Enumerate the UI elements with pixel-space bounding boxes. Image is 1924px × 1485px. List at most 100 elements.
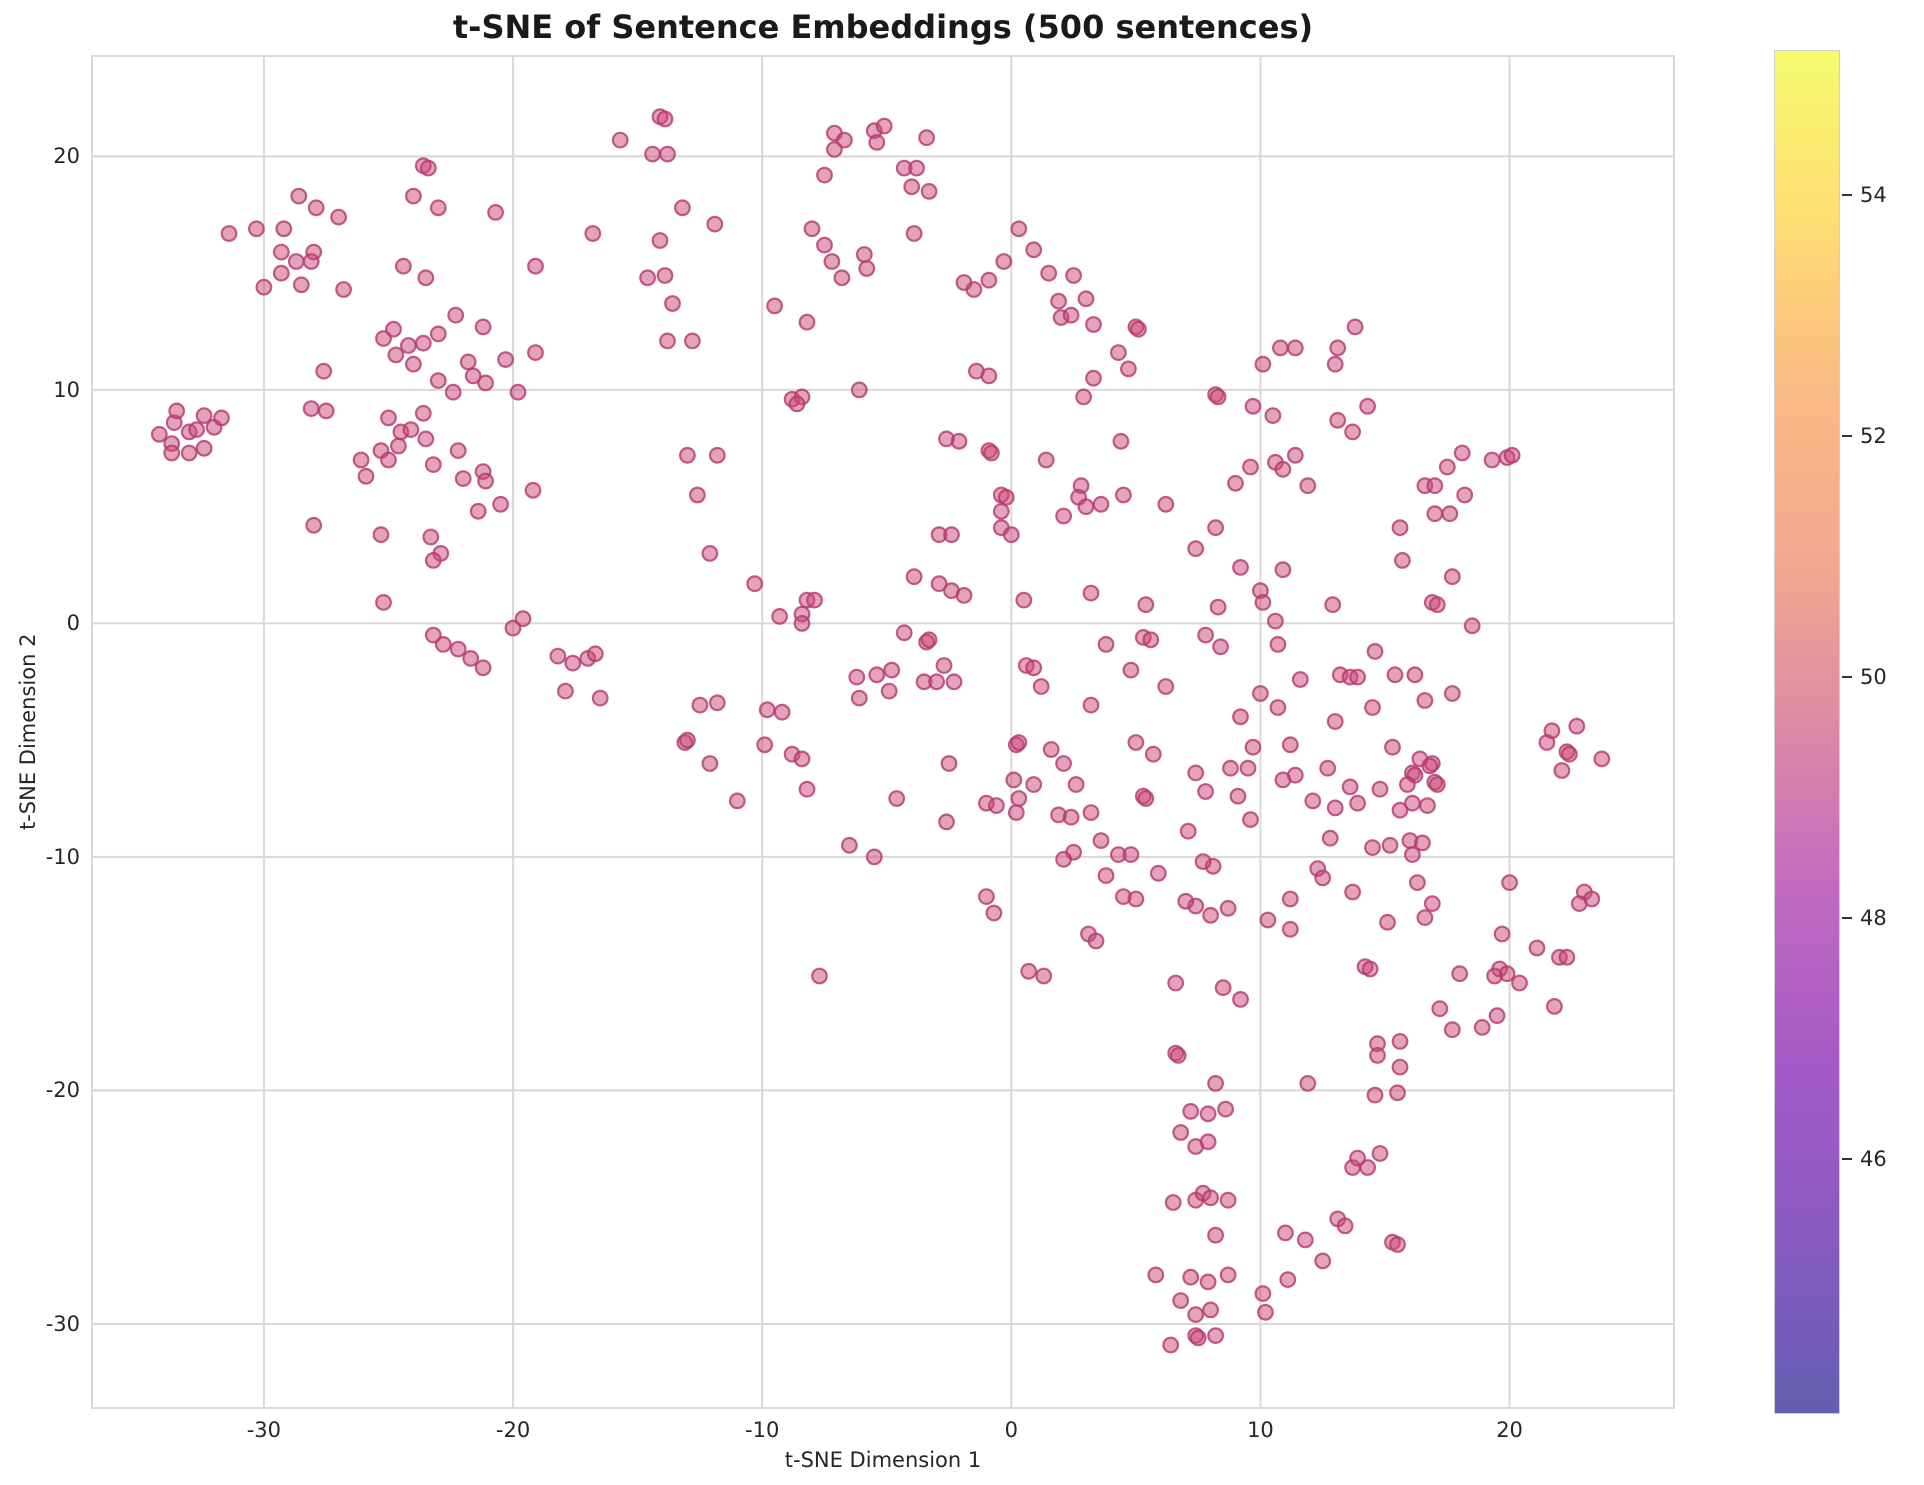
scatter-point [272, 243, 290, 261]
scatter-point [188, 421, 206, 439]
scatter-point [1137, 790, 1155, 807]
scatter-point [1406, 666, 1424, 684]
scatter-point [1149, 864, 1167, 882]
scatter-point [1207, 1074, 1224, 1092]
scatter-point [826, 140, 843, 158]
scatter-point [1127, 890, 1145, 908]
scatter-point [195, 439, 213, 457]
scatter-point [1281, 890, 1299, 908]
scatter-point [1379, 913, 1396, 931]
scatter-point [1157, 495, 1175, 513]
scatter-point [1005, 771, 1023, 789]
scatter-point [1545, 998, 1563, 1015]
scatter-point [400, 337, 417, 354]
colorbar-tickmark [1842, 434, 1852, 437]
scatter-point [395, 257, 412, 275]
scatter-point [1077, 498, 1095, 516]
scatter-point [287, 253, 305, 270]
scatter-point [1109, 344, 1127, 362]
scatter-point [497, 351, 515, 369]
scatter-point [1122, 661, 1140, 679]
scatter-point [195, 407, 213, 425]
scatter-point [1329, 411, 1347, 429]
scatter-point [459, 353, 477, 371]
scatter-point [1207, 1327, 1224, 1344]
scatter-point [385, 320, 402, 338]
scatter-point [414, 404, 432, 422]
scatter-point [422, 528, 440, 546]
scatter-point [1219, 1266, 1237, 1284]
scatter-point [611, 131, 629, 149]
scatter-point [1219, 899, 1237, 917]
scatter-point [1119, 360, 1137, 378]
scatter-point [1501, 874, 1518, 891]
scatter-point [1242, 811, 1259, 828]
scatter-point [1077, 290, 1095, 308]
scatter-point [1384, 738, 1401, 756]
scatter-point [1055, 850, 1072, 868]
scatter-point [372, 526, 390, 544]
scatter-point [895, 624, 913, 642]
scatter-point [1281, 736, 1299, 754]
scatter-point [1010, 220, 1028, 238]
scatter-point [659, 145, 676, 163]
y-tick-label: 10 [53, 377, 80, 402]
scatter-point [1266, 612, 1284, 630]
y-tick-label: -30 [45, 1311, 80, 1336]
scatter-point [1326, 713, 1344, 730]
scatter-point [1473, 1019, 1491, 1036]
scatter-point [275, 220, 293, 238]
scatter-point [983, 444, 1000, 462]
scatter-point [150, 425, 168, 443]
scatter-point [656, 110, 674, 128]
scatter-point [1172, 1292, 1190, 1309]
plot-border [91, 55, 1675, 1409]
scatter-point [701, 755, 719, 772]
scatter-point [514, 610, 532, 628]
scatter-point [920, 182, 938, 200]
scatter-point [868, 666, 886, 684]
scatter-point [1364, 699, 1381, 716]
scatter-point [1097, 636, 1115, 653]
scatter-point [992, 502, 1010, 520]
scatter-point [848, 668, 866, 686]
scatter-point [272, 264, 290, 282]
scatter-point [1269, 636, 1287, 653]
scatter-point [1164, 1194, 1182, 1211]
scatter-point [855, 246, 873, 263]
scatter-point [1214, 979, 1232, 997]
scatter-point [1369, 1046, 1386, 1064]
scatter-point [1212, 638, 1229, 656]
scatter-point [357, 467, 375, 485]
scatter-point [1488, 1007, 1506, 1025]
scatter-point [444, 383, 462, 401]
scatter-point [1087, 932, 1105, 950]
scatter-point [1202, 1189, 1219, 1207]
scatter-point [1092, 495, 1110, 513]
scatter-point [163, 444, 181, 462]
scatter-point [1314, 1252, 1332, 1270]
scatter-point [811, 967, 828, 985]
scatter-point [1418, 797, 1436, 814]
colorbar-tick-label: 50 [1860, 664, 1887, 689]
scatter-point [888, 790, 906, 807]
scatter-point [307, 199, 325, 217]
scatter-point [1486, 967, 1503, 985]
scatter-point [524, 481, 542, 499]
colorbar-tick-label: 46 [1860, 1146, 1887, 1171]
scatter-point [1274, 460, 1292, 478]
scatter-point [1286, 339, 1304, 357]
scatter-point [850, 381, 868, 399]
scatter-point [387, 346, 405, 364]
scatter-point [935, 657, 953, 674]
scatter-point [980, 367, 998, 385]
colorbar-tickmark [1842, 1157, 1852, 1160]
scatter-point [1065, 267, 1082, 284]
scatter-point [1389, 1236, 1406, 1253]
scatter-point [1364, 839, 1381, 856]
scatter-point [950, 432, 968, 450]
scatter-point [1010, 790, 1028, 807]
scatter-point [988, 797, 1005, 814]
scatter-point [1202, 1301, 1219, 1319]
